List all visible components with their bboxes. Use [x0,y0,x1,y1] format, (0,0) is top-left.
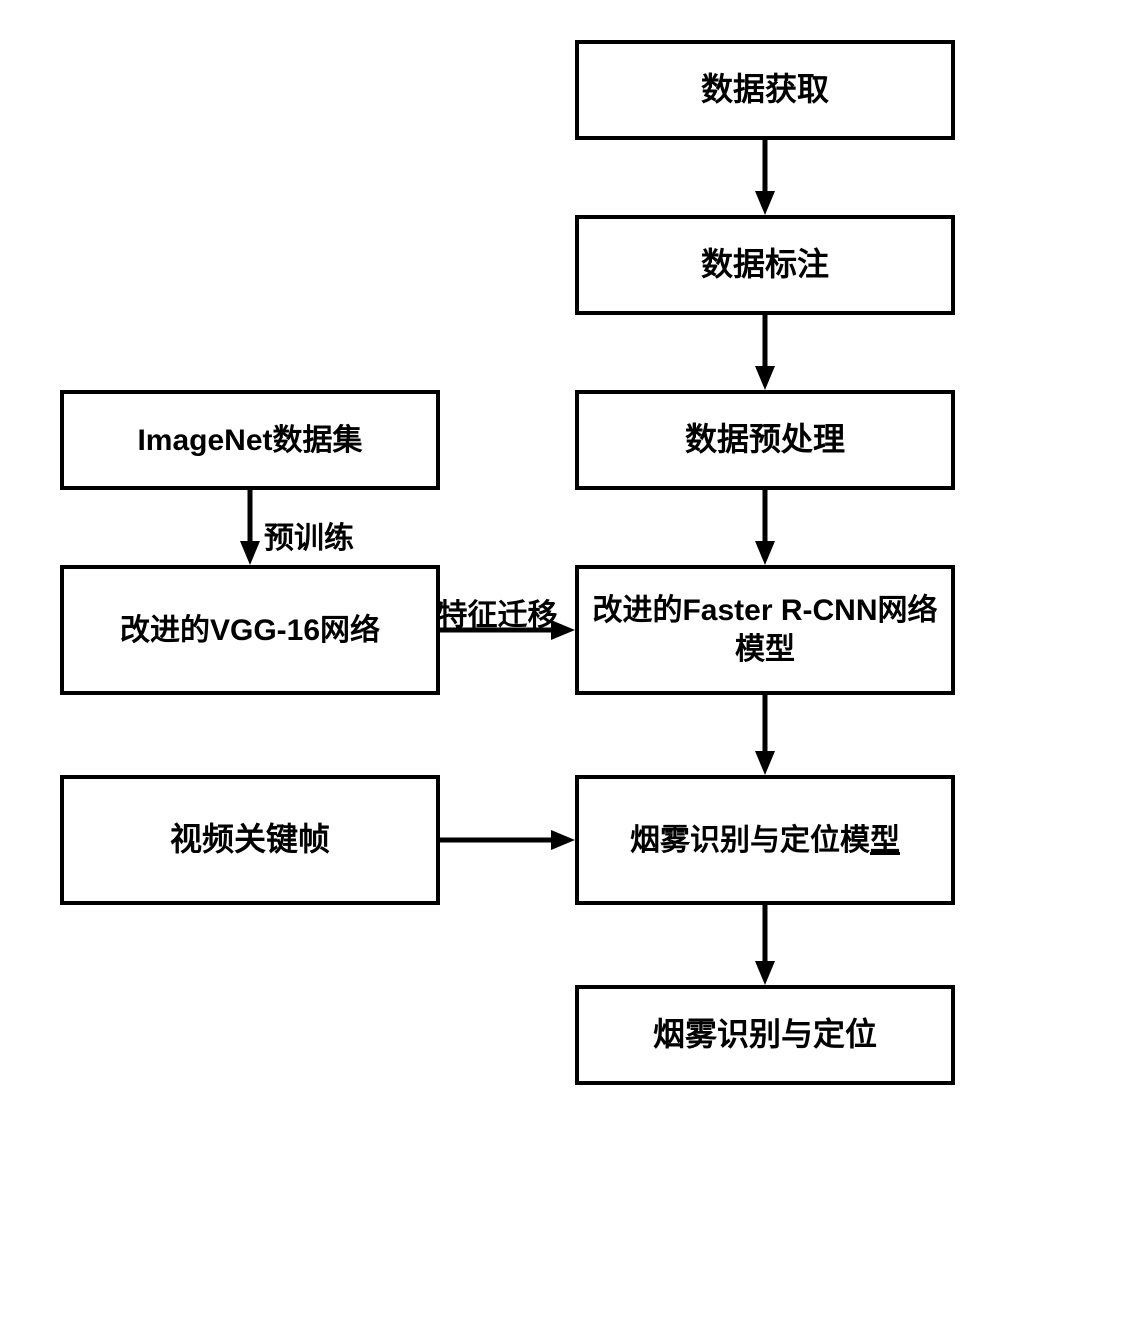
arrow [410,810,605,870]
node-label: ImageNet数据集 [137,421,362,460]
arrow [735,110,795,245]
arrow [735,875,795,1015]
arrow [735,460,795,595]
node-video_keyframe: 视频关键帧 [60,775,440,905]
node-label: 改进的VGG-16网络 [120,611,380,650]
node-label: 数据获取 [701,69,829,111]
edge-label: 预训练 [264,513,354,557]
arrow [735,285,795,420]
edge-label: 特征迁移 [438,590,558,634]
node-label: 视频关键帧 [170,819,330,861]
node-label: 数据预处理 [685,419,845,461]
node-label: 改进的Faster R-CNN网络模型 [587,591,943,669]
node-label: 烟雾识别与定位 [653,1014,877,1056]
node-label: 烟雾识别与定位模型 [630,821,900,860]
arrow [735,665,795,805]
node-label: 数据标注 [701,244,829,286]
